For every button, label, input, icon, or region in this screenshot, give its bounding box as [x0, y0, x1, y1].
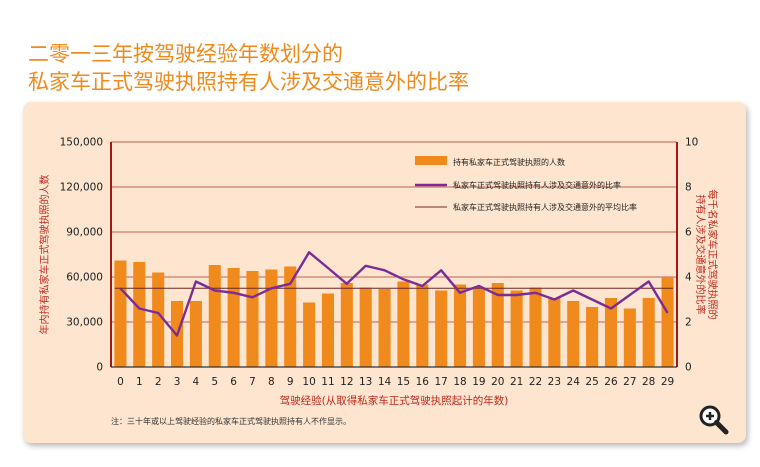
x-tick-label: 6: [230, 376, 237, 388]
x-tick-label: 10: [302, 376, 315, 388]
bar: [453, 284, 467, 367]
y-left-tick-label: 90,000: [66, 227, 103, 239]
x-tick-label: 27: [623, 376, 636, 388]
bar: [303, 302, 316, 367]
bar: [284, 266, 297, 367]
chart-title-line-2: 私家车正式驾驶执照持有人涉及交通意外的比率: [28, 70, 469, 94]
x-tick-label: 13: [359, 376, 372, 388]
y-right-tick-label: 4: [685, 272, 692, 284]
bar: [642, 298, 655, 367]
bar: [246, 271, 259, 367]
bar: [472, 287, 485, 367]
magnifier-plus-icon[interactable]: [697, 403, 731, 437]
bar: [378, 289, 391, 367]
x-tick-label: 28: [642, 376, 655, 388]
chart: 030,00060,00090,000120,000150,0000246810…: [38, 137, 719, 408]
x-tick-label: 21: [510, 376, 523, 388]
chart-panel: 0 30,000 60,000 90,000 120,000 150,000 0 2 4 6 8 10…: [23, 102, 746, 443]
y-right-tick-label: 0: [685, 362, 692, 374]
y-right-tick-label: 10: [685, 137, 698, 149]
x-tick-label: 23: [548, 376, 561, 388]
bar: [661, 277, 674, 367]
y-left-tick-label: 150,000: [60, 137, 103, 149]
bar: [114, 260, 127, 367]
x-tick-label: 7: [249, 376, 256, 388]
y-right-axis-title-line: 每千名私家车正式驾驶执照的: [706, 190, 719, 320]
x-tick-label: 0: [117, 376, 124, 388]
bar: [416, 284, 429, 367]
bar: [586, 307, 599, 367]
x-tick-label: 12: [340, 376, 353, 388]
bar: [491, 283, 504, 367]
bar: [265, 269, 278, 367]
bar: [359, 287, 372, 367]
x-tick-label: 20: [491, 376, 504, 388]
bar: [340, 283, 353, 367]
chart-title: 二零一三年按驾驶经验年数划分的 私家车正式驾驶执照持有人涉及交通意外的比率: [28, 40, 469, 96]
x-tick-label: 5: [211, 376, 218, 388]
bar: [567, 301, 580, 367]
bar: [208, 265, 221, 367]
x-tick-label: 16: [416, 376, 430, 388]
x-tick-label: 19: [472, 376, 485, 388]
y-right-axis-title: 每千名私家车正式驾驶执照的持有人涉及交通意外的比率: [694, 190, 719, 320]
x-tick-label: 15: [397, 376, 410, 388]
x-tick-label: 18: [453, 376, 466, 388]
x-tick-label: 25: [585, 376, 598, 388]
x-tick-label: 2: [155, 376, 162, 388]
bar: [133, 262, 146, 367]
y-left-tick-label: 120,000: [60, 182, 103, 194]
rate-line: [119, 251, 669, 337]
bar: [435, 290, 448, 367]
legend-label: 私家车正式驾驶执照持有人涉及交通意外的比率: [453, 180, 621, 190]
x-tick-label: 26: [604, 376, 618, 388]
y-right-axis-title-line: 持有人涉及交通意外的比率: [694, 195, 707, 315]
y-right-tick-label: 6: [685, 227, 692, 239]
x-tick-label: 17: [434, 376, 447, 388]
x-tick-label: 9: [287, 376, 294, 388]
x-tick-label: 4: [193, 376, 200, 388]
y-left-tick-label: 0: [96, 362, 103, 374]
x-tick-label: 24: [567, 376, 581, 388]
x-tick-label: 11: [321, 376, 334, 388]
bar: [604, 298, 618, 367]
legend-label: 持有私家车正式驾驶执照的人数: [453, 157, 565, 167]
y-right-tick-label: 8: [685, 182, 692, 194]
bar: [623, 308, 636, 367]
bar: [227, 268, 240, 367]
x-tick-label: 8: [268, 376, 275, 388]
legend-label: 私家车正式驾驶执照持有人涉及交通意外的平均比率: [453, 202, 637, 212]
bar: [529, 287, 542, 367]
legend-swatch-bar: [415, 156, 447, 165]
bar: [189, 301, 202, 367]
x-tick-label: 1: [136, 376, 143, 388]
bar: [510, 290, 523, 367]
chart-title-line-1: 二零一三年按驾驶经验年数划分的: [28, 42, 343, 66]
bar: [548, 298, 561, 367]
x-tick-label: 3: [174, 376, 181, 388]
x-axis-title: 驾驶经验(从取得私家车正式驾驶执照起计的年数): [280, 394, 509, 407]
bar: [321, 293, 335, 367]
y-left-axis-title: 年内持有私家车正式驾驶执照的人数: [38, 175, 51, 335]
x-tick-label: 29: [661, 376, 674, 388]
y-right-tick-label: 2: [685, 317, 692, 329]
x-tick-label: 22: [529, 376, 542, 388]
y-left-tick-label: 60,000: [66, 272, 103, 284]
x-tick-label: 14: [378, 376, 392, 388]
bar: [397, 281, 410, 367]
y-left-tick-label: 30,000: [66, 317, 103, 329]
chart-footnote: 注：三十年或以上驾驶经验的私家车正式驾驶执照持有人不作显示。: [111, 417, 351, 426]
bar: [152, 272, 165, 367]
